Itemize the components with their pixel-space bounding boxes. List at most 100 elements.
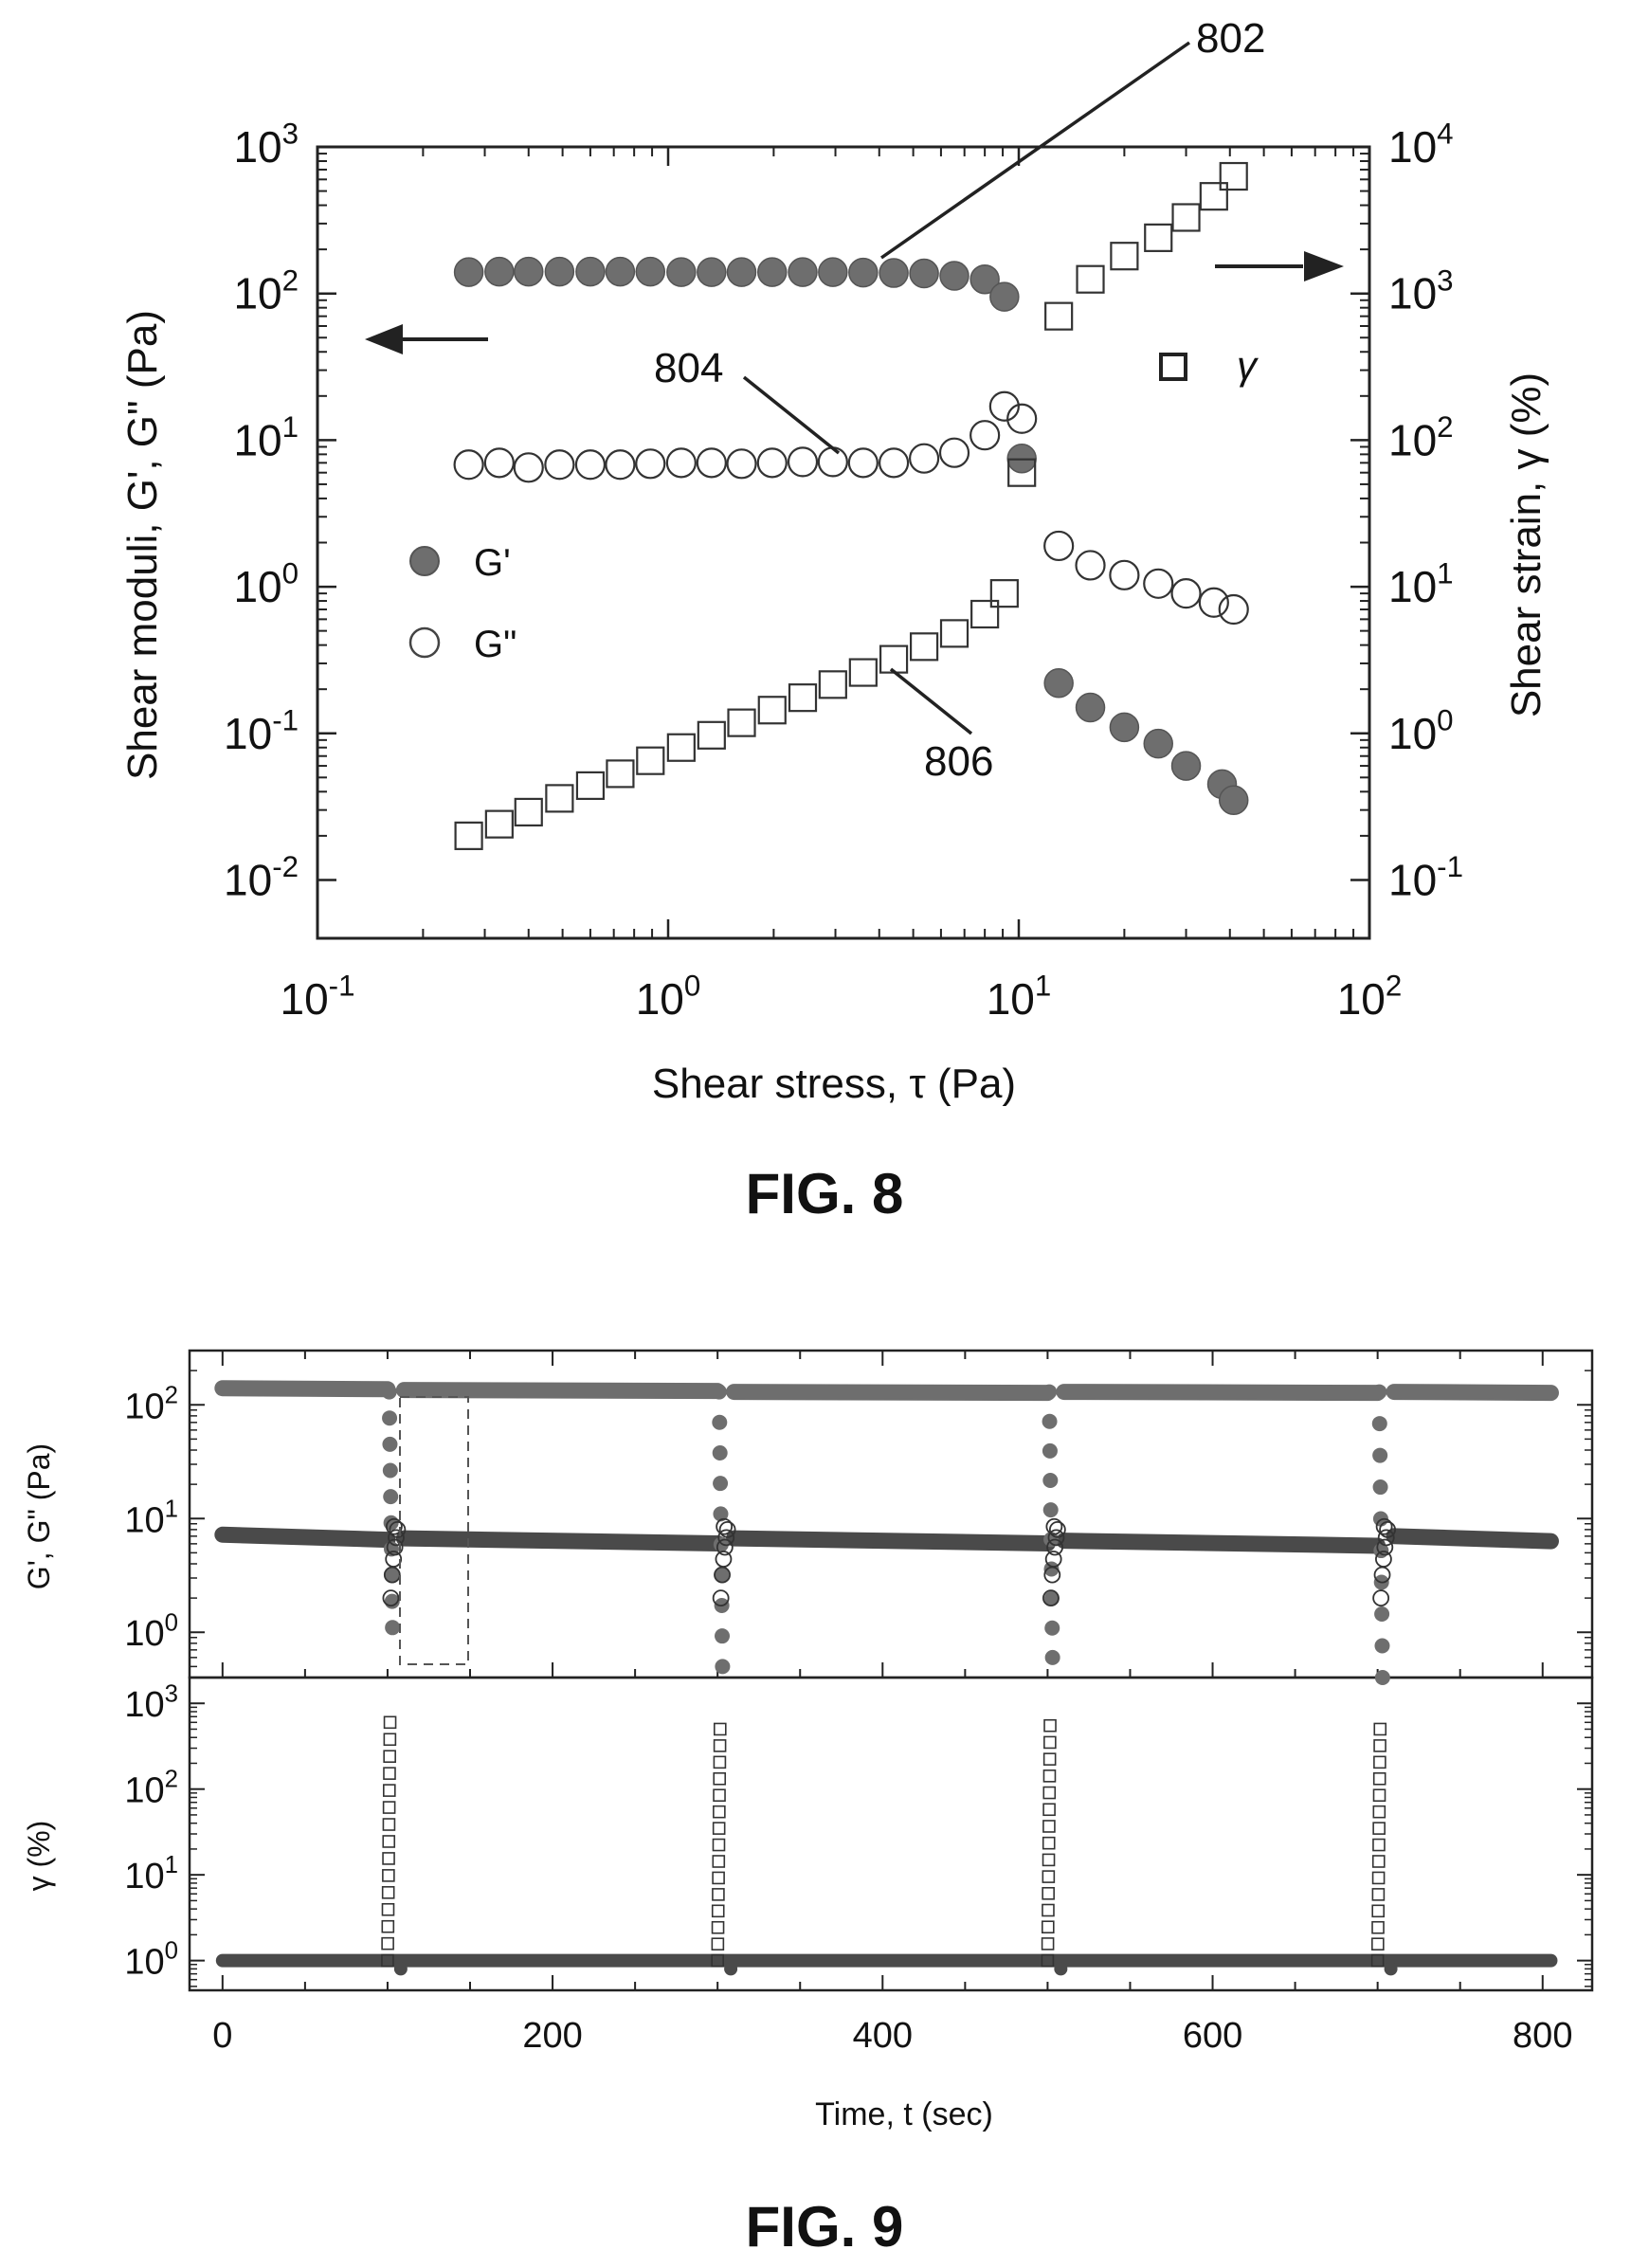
g-prime-point <box>1075 692 1106 723</box>
gamma-dip-point <box>1384 1962 1398 1976</box>
g-double-prime-band <box>726 1530 1056 1551</box>
gamma-spike-point <box>1372 1838 1386 1852</box>
g-prime-band <box>214 1380 396 1398</box>
g-prime-drop-point <box>715 1659 731 1675</box>
gamma-point <box>1199 182 1228 211</box>
g-prime-drop-point <box>1374 1606 1390 1623</box>
g-double-prime-point <box>1198 587 1229 618</box>
gamma-spike-point <box>713 1722 727 1736</box>
gamma-spike-point <box>1373 1722 1387 1736</box>
gamma-point <box>1110 242 1139 271</box>
gamma-dip-point <box>393 1962 408 1976</box>
g-prime-drop-point <box>713 1506 729 1522</box>
gamma-spike-point <box>381 1953 394 1968</box>
g-prime-point <box>909 258 939 289</box>
g-prime-point <box>879 258 909 288</box>
fig8-yl-tick-label: 101 <box>233 410 299 464</box>
legend-marker-gprime <box>409 546 440 576</box>
g-prime-point <box>989 281 1020 312</box>
g-prime-drop-point <box>1042 1442 1058 1459</box>
fig8-ylabel-left: Shear moduli, G', G" (Pa) <box>119 310 166 780</box>
g-prime-point <box>788 257 818 287</box>
g-prime-drop-point <box>1374 1670 1390 1685</box>
gamma-spike-point <box>382 1801 396 1814</box>
g-prime-drop-point <box>381 1384 397 1400</box>
g-double-prime-point <box>513 452 544 483</box>
fig9-chart: 0 200 400 600 800 100 101 102 100 101 102 103 G', G… <box>22 1349 1594 2259</box>
gamma-spike-point <box>383 1750 396 1764</box>
gamma-spike-point <box>713 1805 726 1819</box>
gamma-spike-point <box>711 1937 725 1950</box>
gamma-spike-point <box>1042 1853 1056 1867</box>
gamma-point <box>848 658 878 687</box>
gamma-spike-point <box>1372 1771 1386 1786</box>
fig8-data-marks <box>453 161 1249 850</box>
legend-marker-gamma <box>1159 353 1187 381</box>
gamma-spike-point <box>381 1919 395 1933</box>
g-prime-point <box>1109 712 1140 743</box>
gamma-spike-point <box>1371 1871 1386 1885</box>
gamma-dip-point <box>724 1962 738 1976</box>
fig8-yl-tick-label: 102 <box>233 263 299 318</box>
g-double-prime-drop-point <box>1379 1520 1396 1538</box>
fig8-yl-tick-label: 103 <box>233 118 299 172</box>
g-double-prime-point <box>665 447 697 479</box>
gamma-spike-point <box>382 1852 395 1865</box>
gamma-spike-point <box>1371 1888 1386 1901</box>
gamma-point <box>757 696 787 725</box>
g-prime-point <box>635 256 666 287</box>
g-prime-drop-point <box>711 1384 727 1400</box>
fig9-bottom-y-tick-label: 102 <box>124 1767 178 1811</box>
g-double-prime-point <box>787 446 819 478</box>
g-prime-point <box>818 257 848 287</box>
g-double-prime-drop-point <box>1377 1529 1395 1547</box>
fig8-caption: FIG. 8 <box>746 1162 904 1225</box>
g-prime-band <box>726 1384 1056 1402</box>
gamma-dip-point <box>1054 1962 1068 1976</box>
gamma-spike-point <box>1042 1903 1055 1917</box>
g-double-prime-drop-point <box>386 1538 404 1556</box>
gamma-spike-point <box>713 1755 727 1769</box>
g-double-prime-point <box>988 390 1020 422</box>
g-prime-drop-point <box>1044 1649 1060 1665</box>
g-double-prime-drop-point <box>712 1589 730 1607</box>
g-double-prime-point <box>696 447 727 479</box>
gamma-spike-point <box>1043 1735 1057 1750</box>
g-prime-drop-point <box>1374 1638 1390 1654</box>
fig9-bottom-y-tick-label: 101 <box>124 1852 178 1896</box>
g-prime-drop-point <box>712 1414 728 1430</box>
gamma-spike-point <box>383 1767 396 1780</box>
g-double-prime-drop-point <box>1375 1551 1392 1568</box>
gamma-spike-point <box>1041 1953 1055 1968</box>
fig8-yr-tick-label: 100 <box>1388 703 1454 757</box>
g-prime-point <box>969 263 1000 295</box>
fig8-ylabel-right: Shear strain, γ (%) <box>1503 372 1549 717</box>
g-double-prime-point <box>574 449 607 481</box>
g-double-prime-drop-point <box>389 1520 407 1538</box>
gamma-spike-point <box>712 1855 726 1868</box>
g-prime-band <box>395 1382 726 1400</box>
legend-label-gamma: γ <box>1237 343 1259 388</box>
gamma-point <box>454 821 483 850</box>
g-prime-drop-point <box>713 1476 729 1492</box>
gamma-point <box>606 759 635 789</box>
g-prime-point <box>1143 728 1173 759</box>
gamma-spike-point <box>383 1733 397 1747</box>
g-prime-band <box>1386 1384 1559 1402</box>
g-prime-point <box>1043 668 1074 699</box>
g-prime-point <box>666 257 697 287</box>
g-double-prime-band <box>1386 1528 1559 1550</box>
g-prime-drop-point <box>712 1444 728 1461</box>
g-double-prime-point <box>1006 403 1038 434</box>
g-double-prime-point <box>1075 550 1106 581</box>
fig8-legend: G' G" γ <box>408 343 1259 665</box>
left-arrow-icon <box>365 324 488 354</box>
g-prime-point <box>575 256 606 287</box>
annotation-802-label: 802 <box>1196 15 1265 62</box>
g-double-prime-drop-point <box>1376 1538 1394 1556</box>
gamma-spike-point <box>1042 1820 1056 1833</box>
gamma-point <box>1007 458 1037 487</box>
gamma-spike-point <box>711 1953 724 1968</box>
g-double-prime-point <box>453 449 484 481</box>
g-prime-point <box>484 256 515 287</box>
